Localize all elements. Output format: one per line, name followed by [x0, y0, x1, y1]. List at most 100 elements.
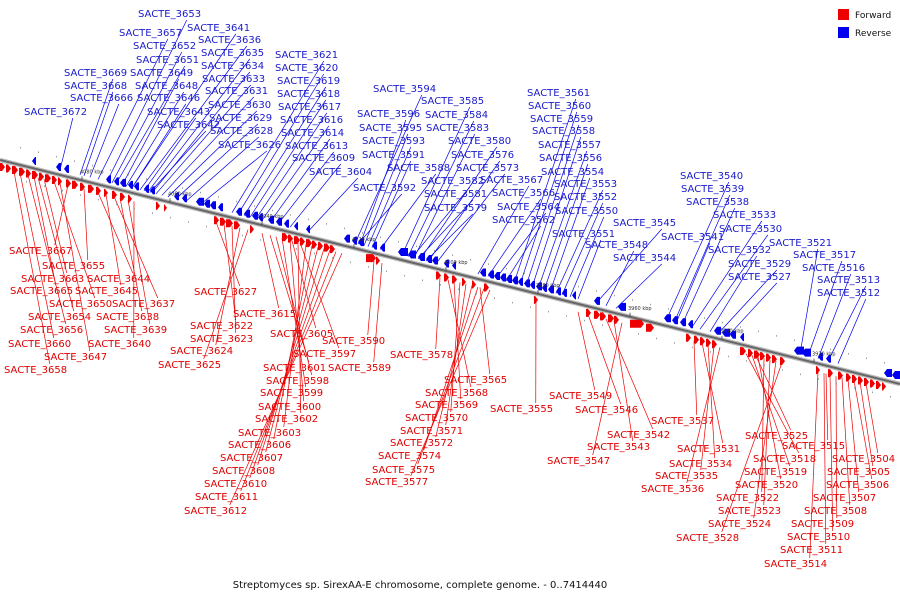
reverse-gene-label[interactable]: SACTE_3633	[202, 74, 265, 85]
reverse-gene-arrow[interactable]	[218, 203, 223, 212]
forward-gene-label[interactable]: SACTE_3535	[655, 471, 718, 482]
forward-gene-arrow[interactable]	[366, 254, 376, 263]
reverse-gene-label[interactable]: SACTE_3616	[280, 115, 343, 126]
forward-gene-arrow[interactable]	[766, 353, 771, 362]
reverse-gene-arrow[interactable]	[64, 164, 69, 173]
forward-gene-arrow[interactable]	[712, 340, 717, 349]
reverse-gene-label[interactable]: SACTE_3609	[292, 153, 355, 164]
forward-gene-label[interactable]: SACTE_3510	[787, 532, 850, 543]
forward-gene-label[interactable]: SACTE_3647	[44, 352, 107, 363]
forward-gene-arrow[interactable]	[754, 350, 760, 359]
forward-gene-arrow[interactable]	[594, 310, 600, 319]
forward-gene-label[interactable]: SACTE_3519	[744, 467, 807, 478]
reverse-gene-label[interactable]: SACTE_3544	[613, 253, 676, 264]
forward-gene-arrow[interactable]	[80, 182, 85, 191]
forward-gene-arrow[interactable]	[112, 190, 117, 199]
forward-gene-label[interactable]: SACTE_3658	[4, 365, 67, 376]
forward-gene-label[interactable]: SACTE_3509	[791, 519, 854, 530]
reverse-gene-label[interactable]: SACTE_3585	[421, 96, 484, 107]
forward-gene-arrow[interactable]	[52, 175, 57, 184]
forward-gene-label[interactable]: SACTE_3627	[194, 287, 257, 298]
reverse-gene-arrow[interactable]	[114, 177, 119, 186]
reverse-gene-arrow[interactable]	[536, 282, 542, 291]
reverse-gene-label[interactable]: SACTE_3556	[539, 153, 602, 164]
reverse-gene-arrow[interactable]	[196, 197, 204, 206]
forward-gene-arrow[interactable]	[58, 177, 62, 186]
forward-gene-label[interactable]: SACTE_3638	[96, 312, 159, 323]
reverse-gene-label[interactable]: SACTE_3552	[554, 192, 617, 203]
forward-gene-label[interactable]: SACTE_3520	[735, 480, 798, 491]
forward-gene-label[interactable]: SACTE_3639	[104, 325, 167, 336]
forward-gene-label[interactable]: SACTE_3645	[75, 286, 138, 297]
reverse-gene-label[interactable]: SACTE_3596	[357, 109, 420, 120]
forward-gene-arrow[interactable]	[250, 225, 254, 234]
reverse-gene-arrow[interactable]	[268, 215, 274, 224]
forward-gene-arrow[interactable]	[600, 312, 606, 321]
forward-gene-label[interactable]: SACTE_3610	[204, 479, 267, 490]
forward-gene-arrow[interactable]	[608, 314, 614, 323]
forward-gene-arrow[interactable]	[452, 275, 457, 284]
forward-gene-label[interactable]: SACTE_3615	[233, 309, 296, 320]
forward-gene-label[interactable]: SACTE_3505	[827, 467, 890, 478]
forward-gene-label[interactable]: SACTE_3623	[190, 334, 253, 345]
forward-gene-arrow[interactable]	[882, 382, 886, 391]
reverse-gene-label[interactable]: SACTE_3576	[451, 150, 514, 161]
forward-gene-arrow[interactable]	[330, 245, 335, 254]
reverse-gene-label[interactable]: SACTE_3558	[532, 126, 595, 137]
forward-gene-label[interactable]: SACTE_3555	[490, 404, 553, 415]
forward-gene-arrow[interactable]	[214, 216, 219, 225]
reverse-gene-label[interactable]: SACTE_3621	[275, 50, 338, 61]
reverse-gene-label[interactable]: SACTE_3539	[681, 184, 744, 195]
forward-gene-arrow[interactable]	[12, 165, 18, 174]
reverse-gene-arrow[interactable]	[884, 369, 892, 378]
forward-gene-arrow[interactable]	[234, 221, 240, 230]
reverse-gene-label[interactable]: SACTE_3564	[497, 202, 560, 213]
forward-gene-arrow[interactable]	[462, 277, 466, 286]
reverse-gene-label[interactable]: SACTE_3626	[218, 140, 281, 151]
reverse-gene-arrow[interactable]	[134, 182, 139, 191]
reverse-gene-label[interactable]: SACTE_3657	[119, 28, 182, 39]
forward-gene-arrow[interactable]	[472, 280, 476, 289]
forward-gene-label[interactable]: SACTE_3506	[826, 480, 889, 491]
forward-gene-arrow[interactable]	[586, 308, 591, 317]
forward-gene-label[interactable]: SACTE_3665	[10, 286, 73, 297]
forward-gene-arrow[interactable]	[156, 201, 160, 210]
forward-gene-label[interactable]: SACTE_3515	[782, 441, 845, 452]
reverse-gene-arrow[interactable]	[512, 276, 518, 285]
reverse-gene-arrow[interactable]	[210, 201, 216, 210]
forward-gene-label[interactable]: SACTE_3531	[677, 444, 740, 455]
reverse-gene-label[interactable]: SACTE_3592	[353, 183, 416, 194]
reverse-gene-arrow[interactable]	[418, 253, 425, 262]
forward-gene-arrow[interactable]	[706, 338, 711, 347]
reverse-gene-label[interactable]: SACTE_3554	[541, 167, 604, 178]
reverse-gene-arrow[interactable]	[802, 348, 811, 357]
reverse-gene-label[interactable]: SACTE_3668	[64, 81, 127, 92]
reverse-gene-arrow[interactable]	[182, 194, 187, 203]
forward-gene-label[interactable]: SACTE_3508	[804, 506, 867, 517]
forward-gene-arrow[interactable]	[120, 192, 125, 201]
forward-gene-label[interactable]: SACTE_3667	[9, 246, 72, 257]
forward-gene-arrow[interactable]	[39, 172, 44, 181]
forward-gene-arrow[interactable]	[128, 194, 132, 203]
forward-gene-arrow[interactable]	[838, 371, 843, 380]
forward-gene-arrow[interactable]	[300, 237, 305, 246]
forward-gene-label[interactable]: SACTE_3606	[228, 440, 291, 451]
reverse-gene-label[interactable]: SACTE_3646	[137, 93, 200, 104]
forward-gene-label[interactable]: SACTE_3511	[780, 545, 843, 556]
forward-gene-arrow[interactable]	[104, 188, 108, 197]
forward-gene-label[interactable]: SACTE_3598	[266, 376, 329, 387]
forward-gene-label[interactable]: SACTE_3611	[195, 492, 258, 503]
reverse-gene-label[interactable]: SACTE_3538	[686, 197, 749, 208]
forward-gene-arrow[interactable]	[760, 352, 765, 361]
reverse-gene-label[interactable]: SACTE_3517	[793, 250, 856, 261]
forward-gene-arrow[interactable]	[740, 347, 746, 356]
forward-gene-label[interactable]: SACTE_3534	[669, 459, 732, 470]
forward-gene-label[interactable]: SACTE_3660	[8, 339, 71, 350]
reverse-gene-label[interactable]: SACTE_3604	[309, 167, 372, 178]
forward-gene-arrow[interactable]	[484, 283, 489, 292]
forward-gene-label[interactable]: SACTE_3549	[549, 391, 612, 402]
forward-gene-label[interactable]: SACTE_3644	[87, 274, 150, 285]
reverse-gene-arrow[interactable]	[688, 320, 693, 329]
forward-gene-label[interactable]: SACTE_3565	[444, 375, 507, 386]
reverse-gene-arrow[interactable]	[128, 180, 133, 189]
